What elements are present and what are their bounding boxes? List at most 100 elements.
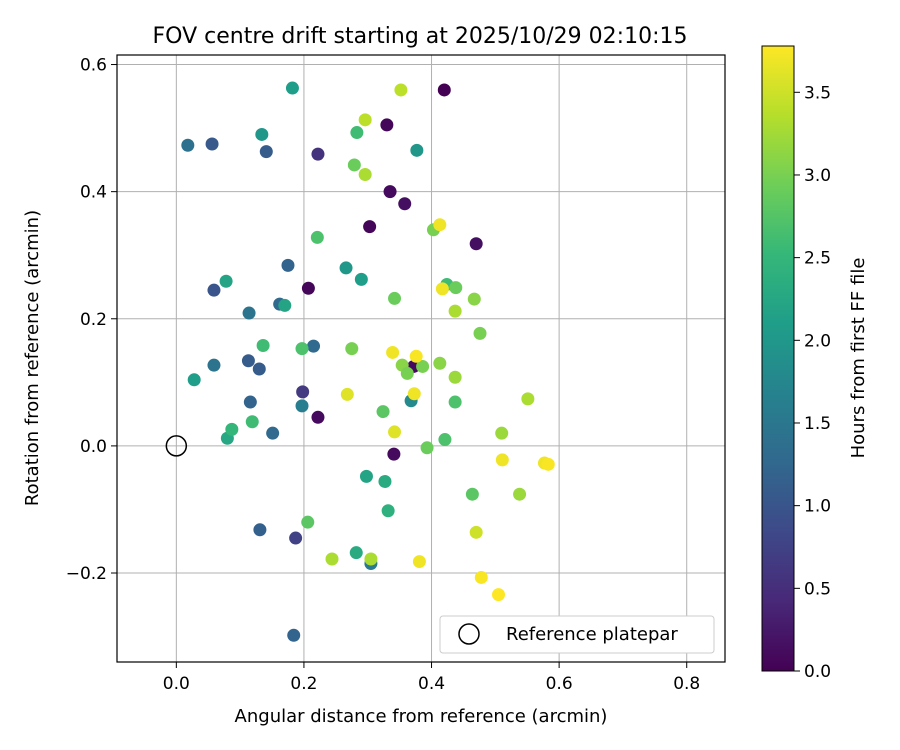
data-point (285, 81, 299, 95)
colorbar-tick-label: 1.0 (804, 497, 831, 517)
data-point (420, 441, 434, 455)
data-point (363, 220, 377, 234)
data-point (388, 425, 402, 439)
y-tick-label: −0.2 (66, 564, 107, 584)
data-point (473, 326, 487, 340)
data-point (376, 405, 390, 419)
data-point (255, 127, 269, 141)
data-point (225, 422, 239, 436)
colorbar-tick-label: 3.5 (804, 83, 831, 103)
data-point (345, 342, 359, 356)
data-point (295, 342, 309, 356)
colorbar-tick-label: 2.0 (804, 331, 831, 351)
x-tick-label: 0.4 (418, 674, 445, 694)
data-point (278, 298, 292, 312)
data-point (358, 167, 372, 181)
y-axis-ticks: −0.2 0.0 0.2 0.4 0.6 (66, 56, 117, 584)
data-point (252, 362, 266, 376)
data-point (383, 185, 397, 199)
y-tick-label: 0.0 (80, 437, 107, 457)
y-tick-label: 0.4 (80, 183, 107, 203)
data-point (306, 339, 320, 353)
data-point (469, 525, 483, 539)
data-point (387, 447, 401, 461)
data-point (310, 230, 324, 244)
data-point (207, 283, 221, 297)
data-point (386, 345, 400, 359)
colorbar-tick-label: 0.0 (804, 662, 831, 682)
data-point (495, 453, 509, 467)
legend-label: Reference platepar (506, 624, 678, 645)
data-point (448, 395, 462, 409)
data-point (281, 258, 295, 272)
data-point (467, 292, 481, 306)
data-point (289, 531, 303, 545)
data-point (242, 306, 256, 320)
data-point (253, 523, 267, 537)
colorbar-tick-label: 1.5 (804, 414, 831, 434)
data-point (495, 426, 509, 440)
data-point (378, 474, 392, 488)
data-point (465, 487, 479, 501)
data-point (339, 261, 353, 275)
x-tick-label: 0.8 (673, 674, 700, 694)
y-tick-label: 0.6 (80, 56, 107, 76)
legend: Reference platepar (439, 615, 715, 654)
data-point (381, 504, 395, 518)
x-tick-label: 0.0 (163, 674, 190, 694)
colorbar-ticks: 0.0 0.5 1.0 1.5 2.0 2.5 3.0 3.5 (794, 83, 831, 682)
data-point (469, 237, 483, 251)
chart-title: FOV centre drift starting at 2025/10/29 … (153, 24, 688, 49)
data-point (416, 359, 430, 373)
data-point (205, 137, 219, 151)
y-tick-label: 0.2 (80, 310, 107, 330)
x-tick-label: 0.2 (290, 674, 317, 694)
data-point (325, 552, 339, 566)
y-axis-label: Rotation from reference (arcmin) (22, 210, 43, 506)
colorbar-tick-label: 3.0 (804, 166, 831, 186)
data-point (181, 138, 195, 152)
data-point (410, 143, 424, 157)
data-point (433, 218, 447, 232)
data-point (412, 555, 426, 569)
data-point (354, 272, 368, 286)
data-point (400, 366, 414, 380)
data-point (187, 373, 201, 387)
data-point (398, 197, 412, 211)
data-point (347, 158, 361, 172)
data-point (409, 349, 423, 363)
data-point (449, 281, 463, 295)
reference-marker (165, 435, 188, 457)
legend-marker (458, 623, 480, 645)
colorbar-tick-label: 2.5 (804, 249, 831, 269)
x-axis-label: Angular distance from reference (arcmin) (235, 706, 608, 727)
plot-area-frame (116, 54, 726, 663)
data-point (259, 145, 273, 159)
data-point (388, 291, 402, 305)
data-point (256, 338, 270, 352)
colorbar-label: Hours from first FF file (848, 258, 869, 459)
data-point (295, 399, 309, 413)
data-point (245, 415, 259, 429)
data-point (438, 433, 452, 447)
colorbar (761, 45, 795, 672)
x-tick-label: 0.6 (546, 674, 573, 694)
grid-lines (117, 55, 725, 662)
data-point (296, 385, 310, 399)
data-point (243, 395, 257, 409)
data-point (448, 304, 462, 318)
data-point (349, 546, 363, 560)
data-point (492, 588, 506, 602)
data-point (433, 356, 447, 370)
data-point (350, 126, 364, 140)
data-point (311, 147, 325, 161)
data-point (301, 281, 315, 295)
data-point (521, 392, 535, 406)
data-point (448, 370, 462, 384)
data-point (435, 282, 449, 296)
data-point (541, 457, 555, 471)
data-point (437, 83, 451, 97)
data-point (513, 487, 527, 501)
data-point (219, 274, 233, 288)
